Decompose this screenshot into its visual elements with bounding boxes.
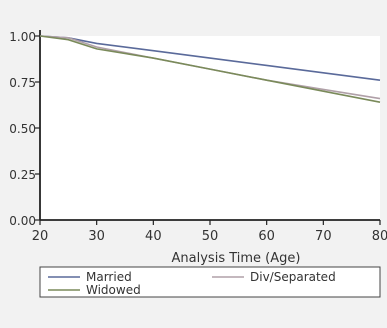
y-tick-label: 0.50 [9,122,36,136]
legend-label-widowed: Widowed [86,283,141,297]
legend-box [39,266,381,298]
y-tick-label: 0.00 [9,214,36,228]
x-axis-label: Analysis Time (Age) [172,251,301,266]
series-line-widowed [39,35,381,103]
y-tick-label: 0.25 [9,168,36,182]
legend: Married Div/Separated Widowed [39,266,381,298]
legend-label-div-separated: Div/Separated [250,270,336,284]
series-group [39,35,381,103]
x-tick-label: 30 [88,229,105,244]
plot-area [40,36,380,220]
legend-label-married: Married [86,270,132,284]
axes-group: 0.00 0.25 0.50 0.75 1.00 20 30 40 50 60 70 80 [9,30,387,244]
x-tick-label: 20 [32,229,49,244]
y-tick-label: 1.00 [9,30,36,44]
x-tick-label: 60 [258,229,275,244]
x-tick-label: 40 [145,229,162,244]
y-tick-label: 0.75 [9,76,36,90]
x-tick-label: 70 [315,229,332,244]
x-tick-label: 50 [202,229,219,244]
x-tick-label: 80 [372,229,387,244]
